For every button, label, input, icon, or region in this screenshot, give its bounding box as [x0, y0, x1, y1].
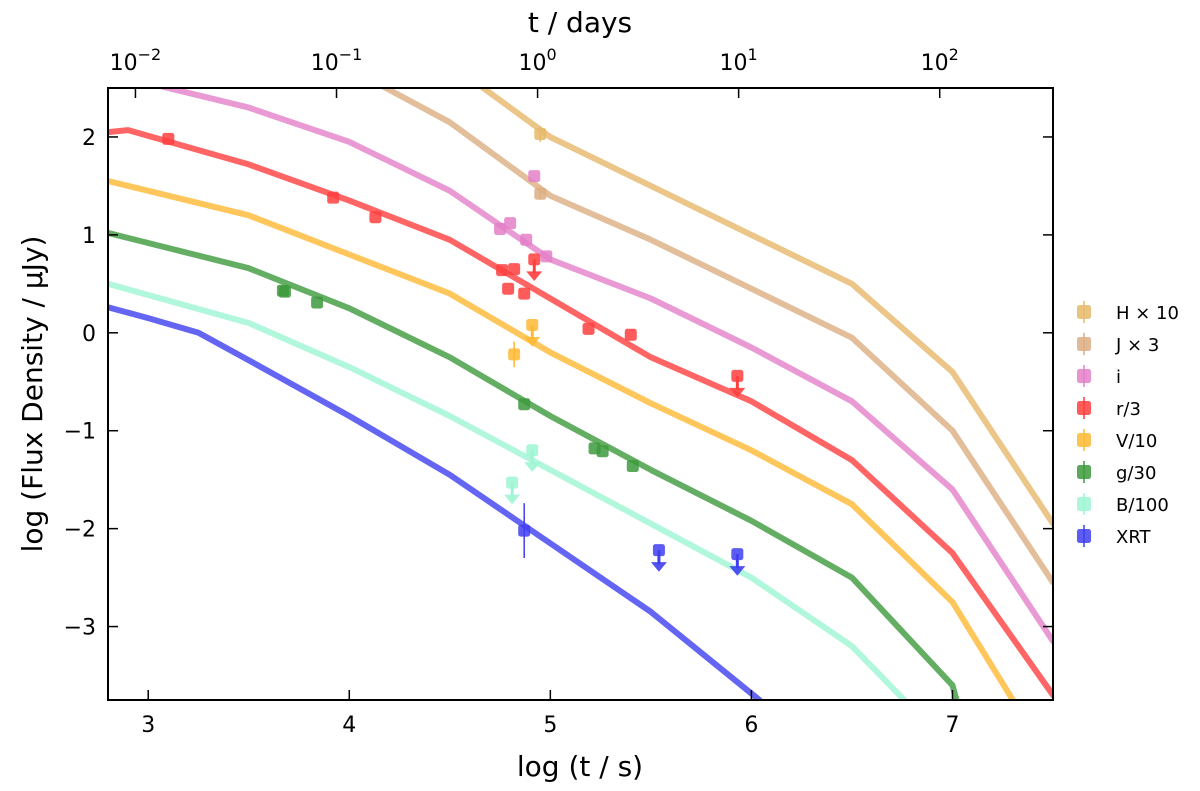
legend-label: g/30 [1116, 463, 1156, 484]
upper-limit-arrow [524, 462, 541, 472]
data-point [508, 348, 521, 361]
legend-marker [1077, 305, 1091, 319]
y-tick-label: −2 [64, 518, 96, 543]
model-curve [108, 127, 1053, 699]
data-point [518, 524, 531, 537]
data-point [596, 445, 609, 458]
data-point [534, 187, 547, 200]
data-point [624, 328, 637, 341]
data-point [520, 233, 533, 246]
data-point [502, 282, 515, 295]
legend-marker [1077, 337, 1091, 351]
data-point [518, 398, 531, 411]
legend-label: J × 3 [1115, 335, 1159, 356]
model-curve [379, 88, 1053, 586]
data-point [369, 211, 382, 224]
data-point [327, 191, 340, 204]
legend-label: i [1116, 367, 1121, 388]
legend-label: B/100 [1116, 495, 1169, 516]
upper-limit-arrow [729, 387, 746, 398]
model-curve [108, 280, 908, 700]
data-point [504, 217, 517, 230]
upper-limit-arrow [504, 494, 521, 505]
y-tick-label: −3 [64, 616, 96, 641]
x-tick-label: 3 [141, 713, 155, 738]
top-tick-label: 10−1 [311, 45, 363, 76]
legend-marker [1077, 369, 1091, 383]
x-tick-label: 7 [945, 713, 959, 738]
y-tick-label: 2 [82, 126, 96, 151]
x-tick-label: 4 [342, 713, 356, 738]
top-tick-label: 100 [518, 45, 556, 76]
model-curve [478, 88, 1053, 527]
legend-label: V/10 [1116, 431, 1157, 452]
upper-limit-arrow [729, 566, 746, 576]
plot-frame [107, 87, 1054, 701]
legend-label: H × 10 [1116, 303, 1179, 324]
data-point [508, 263, 521, 276]
top-tick-label: 102 [921, 45, 959, 76]
upper-limit-arrow [526, 271, 543, 281]
data-point [278, 285, 291, 298]
data-point [626, 459, 639, 472]
model-curve [108, 304, 763, 700]
x-tick-label: 6 [744, 713, 758, 738]
y-tick-label: 1 [82, 224, 96, 249]
y-tick-label: −1 [64, 420, 96, 445]
legend-label: r/3 [1116, 399, 1141, 420]
legend-marker [1077, 529, 1091, 543]
model-curve [108, 229, 960, 700]
model-curve [155, 88, 1053, 645]
data-point [534, 128, 547, 141]
model-curve [108, 178, 1016, 700]
legend-label: XRT [1116, 527, 1152, 548]
top-tick-label: 10−2 [110, 45, 162, 76]
x-axis-title: log (t / s) [517, 750, 643, 783]
legend-marker [1077, 401, 1091, 415]
data-point [540, 250, 553, 263]
data-point [518, 287, 531, 300]
legend-marker [1077, 465, 1091, 479]
data-point [496, 264, 509, 277]
data-point [311, 296, 324, 309]
upper-limit-arrow [650, 562, 667, 572]
x-tick-label: 5 [543, 713, 557, 738]
y-tick-label: 0 [82, 322, 96, 347]
legend: H × 10 J × 3 i r/3 V/10 g/30 B/100 XRT [1077, 301, 1179, 548]
upper-limit-arrow [524, 336, 541, 347]
data-point [494, 223, 507, 236]
data-point [162, 132, 175, 145]
data-point [582, 322, 595, 335]
data-point [528, 170, 541, 183]
legend-marker [1077, 433, 1091, 447]
y-axis-title: log (Flux Density / µJy) [16, 236, 49, 553]
top-tick-label: 101 [720, 45, 758, 76]
legend-marker [1077, 497, 1091, 511]
top-axis-title: t / days [528, 6, 632, 39]
